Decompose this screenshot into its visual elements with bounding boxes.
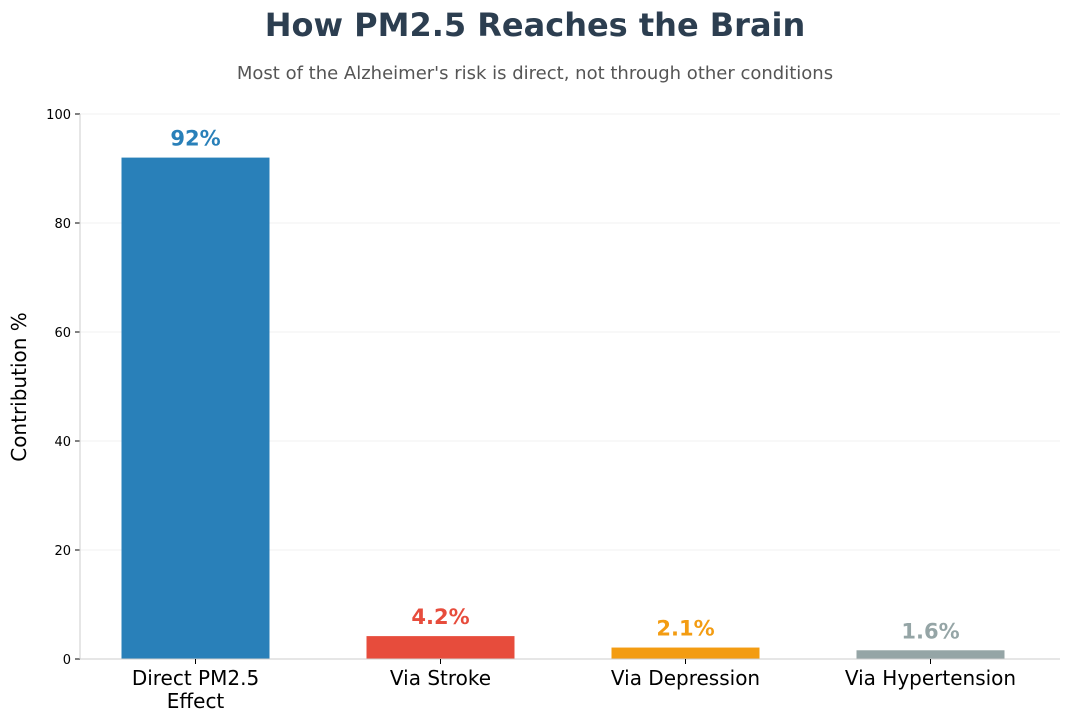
x-tick-label: Via Stroke [390, 666, 491, 690]
data-label: 2.1% [656, 617, 714, 641]
data-label: 4.2% [411, 605, 469, 629]
x-tick-label: Via Depression [611, 666, 760, 690]
chart-subtitle: Most of the Alzheimer's risk is direct, … [237, 63, 833, 84]
y-tick-label: 40 [54, 435, 71, 450]
x-tick-label: Effect [167, 689, 225, 713]
chart-title: How PM2.5 Reaches the Brain [265, 6, 806, 44]
y-tick-label: 60 [54, 326, 71, 341]
data-label: 92% [170, 127, 220, 151]
bar [856, 650, 1005, 659]
bar [611, 647, 760, 659]
y-tick-label: 80 [54, 217, 71, 232]
bar [121, 157, 270, 659]
bar [366, 636, 515, 659]
y-axis-label: Contribution % [7, 312, 31, 462]
x-tick-label: Via Hypertension [845, 666, 1016, 690]
y-tick-label: 20 [54, 544, 71, 559]
x-tick-label: Direct PM2.5 [132, 666, 259, 690]
y-tick-label: 0 [63, 653, 71, 668]
data-label: 1.6% [901, 619, 959, 643]
y-tick-label: 100 [46, 108, 71, 123]
